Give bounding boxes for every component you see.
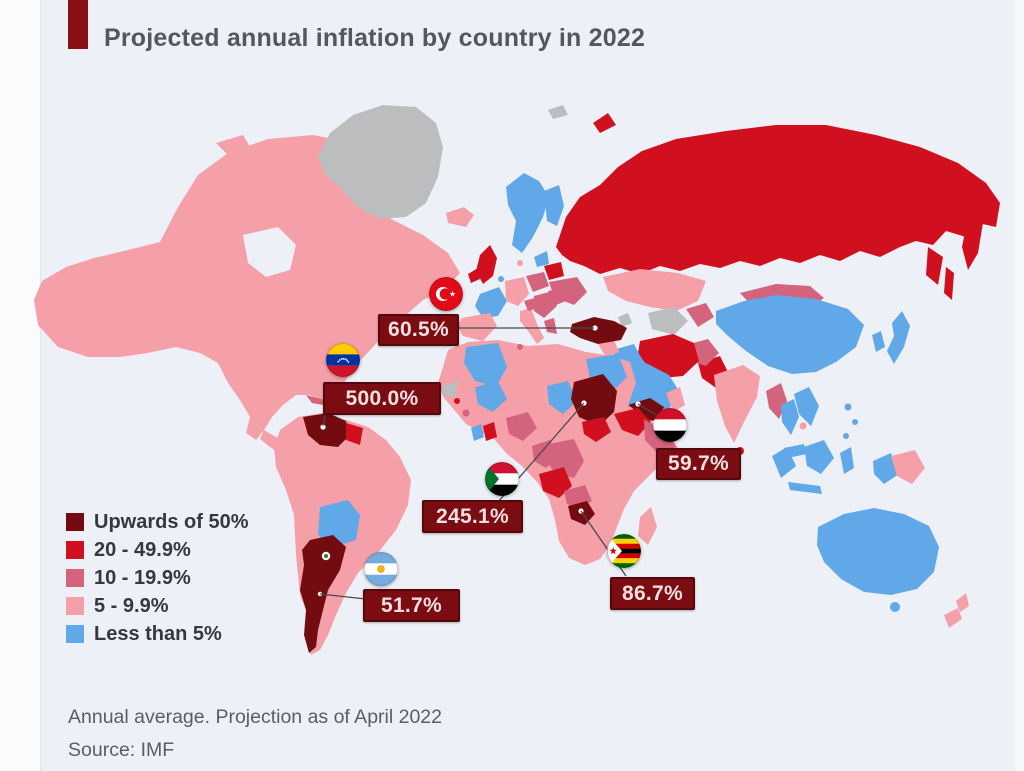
- turkey-marker-dot: [592, 325, 598, 331]
- legend-label: Less than 5%: [94, 622, 222, 645]
- right-margin-strip: [1015, 0, 1024, 771]
- legend-swatch-5-9: [66, 597, 84, 615]
- sudan-marker-dot: [581, 400, 587, 406]
- yemen-flag-icon: [653, 408, 687, 442]
- legend-item: 10 - 19.9%: [66, 564, 248, 592]
- legend-swatch-20-49: [66, 541, 84, 559]
- turkey-callout-label: 60.5%: [378, 314, 459, 346]
- legend-item: 5 - 9.9%: [66, 592, 248, 620]
- legend-label: 20 - 49.9%: [94, 538, 191, 561]
- legend-label: Upwards of 50%: [94, 510, 249, 533]
- yemen-marker-dot: [635, 401, 641, 407]
- sudan-callout-label: 245.1%: [422, 500, 523, 533]
- zimbabwe-callout-label: 86.7%: [610, 577, 695, 610]
- venezuela-callout-label: 500.0%: [323, 382, 441, 415]
- footer: Annual average. Projection as of April 2…: [68, 701, 442, 767]
- venezuela-marker-dot: [320, 424, 326, 430]
- turkey-flag-icon: [429, 277, 463, 311]
- legend-swatch-less-5: [66, 625, 84, 643]
- left-margin-strip: [0, 0, 41, 771]
- zimbabwe-marker-dot: [578, 508, 584, 514]
- footnote: Annual average. Projection as of April 2…: [68, 706, 442, 728]
- source-note: Source: IMF: [68, 739, 175, 761]
- title-accent-bar: [68, 0, 88, 49]
- argentina-marker-inner: [324, 554, 328, 558]
- legend-item: Less than 5%: [66, 620, 248, 648]
- venezuela-flag-icon: [326, 343, 360, 377]
- legend-item: 20 - 49.9%: [66, 536, 248, 564]
- argentina-flag-icon: [364, 552, 398, 586]
- page-title: Projected annual inflation by country in…: [104, 24, 646, 52]
- legend-label: 10 - 19.9%: [94, 566, 191, 589]
- legend-label: 5 - 9.9%: [94, 594, 169, 617]
- argentina-marker-dot-small: [317, 591, 323, 597]
- legend-swatch-upwards-50: [66, 513, 84, 531]
- legend-swatch-10-19: [66, 569, 84, 587]
- sudan-flag-icon: [485, 462, 519, 496]
- map-legend: Upwards of 50% 20 - 49.9% 10 - 19.9% 5 -…: [66, 508, 248, 648]
- argentina-callout-label: 51.7%: [363, 589, 460, 622]
- legend-item: Upwards of 50%: [66, 508, 248, 536]
- zimbabwe-flag-icon: [607, 534, 641, 568]
- yemen-callout-label: 59.7%: [656, 448, 741, 480]
